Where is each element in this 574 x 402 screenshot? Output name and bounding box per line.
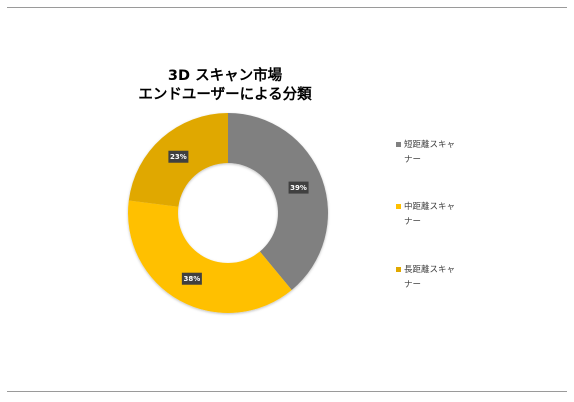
legend-swatch [396, 204, 401, 209]
data-label: 38% [181, 272, 202, 285]
legend-swatch [396, 142, 401, 147]
top-rule [7, 7, 567, 8]
legend-label: 中距離スキャナー [404, 202, 456, 227]
data-label-box [288, 181, 309, 194]
slice-short-range [228, 113, 328, 291]
data-label-box [168, 150, 189, 163]
bottom-rule [7, 391, 567, 392]
legend-swatch [396, 267, 401, 272]
data-label-text: 23% [170, 153, 187, 161]
data-label-box [181, 272, 202, 285]
chart-title-line-2: エンドユーザーによる分類 [138, 87, 312, 103]
legend-label: 長距離スキャナー [404, 265, 456, 290]
data-label-text: 38% [183, 275, 200, 283]
chart-title-line-1: 3D スキャン市場 [167, 68, 283, 84]
slice-mid-range [128, 200, 292, 313]
data-label-text: 39% [290, 184, 307, 192]
legend-label: 短距離スキャナー [404, 140, 456, 165]
data-label: 23% [168, 150, 189, 163]
data-label: 39% [288, 181, 309, 194]
